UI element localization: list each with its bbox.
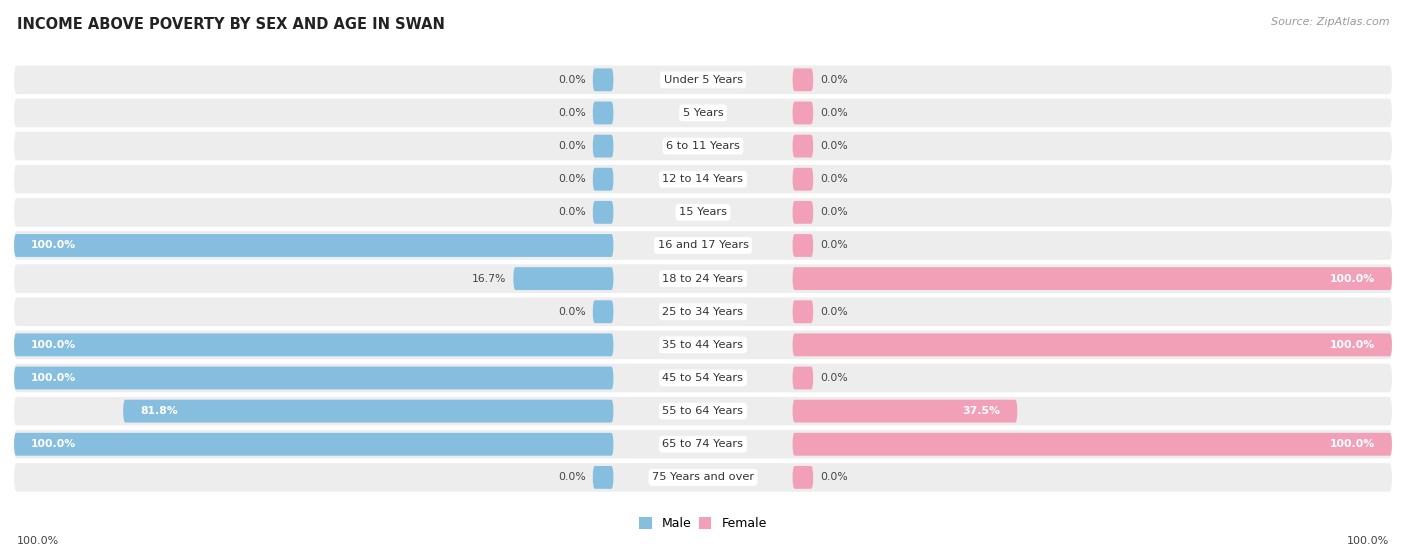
FancyBboxPatch shape [593,300,613,323]
FancyBboxPatch shape [793,234,813,257]
FancyBboxPatch shape [593,168,613,191]
FancyBboxPatch shape [793,168,813,191]
FancyBboxPatch shape [14,330,1392,359]
Text: 0.0%: 0.0% [820,207,848,217]
FancyBboxPatch shape [593,68,613,91]
FancyBboxPatch shape [124,400,613,423]
Text: 100.0%: 100.0% [31,240,76,250]
Text: 100.0%: 100.0% [1330,340,1375,350]
FancyBboxPatch shape [793,334,1392,356]
FancyBboxPatch shape [793,433,1392,456]
Text: 16 and 17 Years: 16 and 17 Years [658,240,748,250]
Text: 25 to 34 Years: 25 to 34 Years [662,307,744,317]
Text: Source: ZipAtlas.com: Source: ZipAtlas.com [1271,17,1389,27]
Text: 18 to 24 Years: 18 to 24 Years [662,273,744,283]
FancyBboxPatch shape [14,463,1392,492]
Text: 100.0%: 100.0% [1347,536,1389,546]
FancyBboxPatch shape [14,99,1392,127]
FancyBboxPatch shape [14,65,1392,94]
FancyBboxPatch shape [793,367,813,390]
Text: 100.0%: 100.0% [17,536,59,546]
Text: 100.0%: 100.0% [1330,273,1375,283]
FancyBboxPatch shape [793,400,1018,423]
Text: 100.0%: 100.0% [31,340,76,350]
FancyBboxPatch shape [14,367,613,390]
Text: 81.8%: 81.8% [141,406,179,416]
FancyBboxPatch shape [14,364,1392,392]
FancyBboxPatch shape [14,433,613,456]
Text: 55 to 64 Years: 55 to 64 Years [662,406,744,416]
Text: 37.5%: 37.5% [962,406,1000,416]
FancyBboxPatch shape [14,334,613,356]
Text: 0.0%: 0.0% [558,472,586,482]
Text: 16.7%: 16.7% [472,273,506,283]
FancyBboxPatch shape [14,264,1392,293]
FancyBboxPatch shape [14,234,613,257]
FancyBboxPatch shape [593,102,613,125]
Text: 12 to 14 Years: 12 to 14 Years [662,174,744,184]
FancyBboxPatch shape [593,466,613,489]
Text: 0.0%: 0.0% [558,141,586,151]
Text: 65 to 74 Years: 65 to 74 Years [662,439,744,449]
FancyBboxPatch shape [14,297,1392,326]
Legend: Male, Female: Male, Female [634,513,772,536]
Text: 0.0%: 0.0% [820,373,848,383]
Text: Under 5 Years: Under 5 Years [664,75,742,85]
Text: 0.0%: 0.0% [820,240,848,250]
Text: 35 to 44 Years: 35 to 44 Years [662,340,744,350]
Text: INCOME ABOVE POVERTY BY SEX AND AGE IN SWAN: INCOME ABOVE POVERTY BY SEX AND AGE IN S… [17,17,444,32]
FancyBboxPatch shape [14,430,1392,458]
Text: 0.0%: 0.0% [820,75,848,85]
FancyBboxPatch shape [14,231,1392,260]
FancyBboxPatch shape [14,165,1392,193]
FancyBboxPatch shape [593,135,613,158]
Text: 100.0%: 100.0% [31,439,76,449]
Text: 0.0%: 0.0% [558,75,586,85]
Text: 0.0%: 0.0% [558,207,586,217]
Text: 0.0%: 0.0% [820,108,848,118]
Text: 15 Years: 15 Years [679,207,727,217]
Text: 0.0%: 0.0% [558,174,586,184]
Text: 100.0%: 100.0% [1330,439,1375,449]
Text: 0.0%: 0.0% [820,141,848,151]
Text: 0.0%: 0.0% [558,108,586,118]
Text: 0.0%: 0.0% [820,472,848,482]
FancyBboxPatch shape [793,466,813,489]
FancyBboxPatch shape [14,198,1392,226]
Text: 0.0%: 0.0% [820,307,848,317]
Text: 0.0%: 0.0% [820,174,848,184]
Text: 5 Years: 5 Years [683,108,723,118]
FancyBboxPatch shape [793,102,813,125]
FancyBboxPatch shape [513,267,613,290]
FancyBboxPatch shape [593,201,613,224]
Text: 0.0%: 0.0% [558,307,586,317]
FancyBboxPatch shape [14,397,1392,425]
Text: 6 to 11 Years: 6 to 11 Years [666,141,740,151]
FancyBboxPatch shape [14,132,1392,160]
Text: 100.0%: 100.0% [31,373,76,383]
Text: 75 Years and over: 75 Years and over [652,472,754,482]
FancyBboxPatch shape [793,201,813,224]
FancyBboxPatch shape [793,135,813,158]
FancyBboxPatch shape [793,300,813,323]
FancyBboxPatch shape [793,267,1392,290]
FancyBboxPatch shape [793,68,813,91]
Text: 45 to 54 Years: 45 to 54 Years [662,373,744,383]
